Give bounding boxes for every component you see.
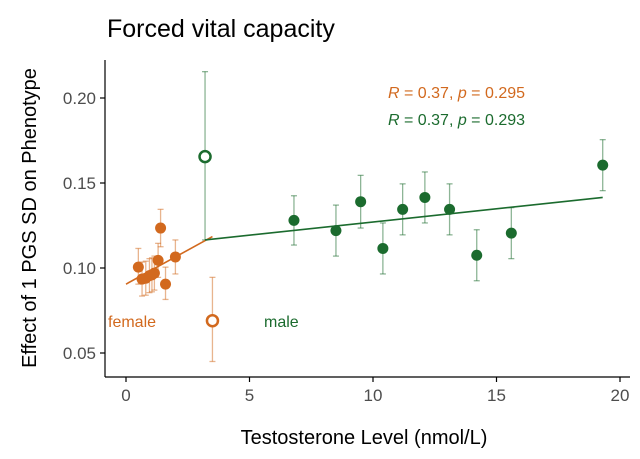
male-p-symbol: p: [457, 112, 467, 129]
female-data-point: [155, 222, 167, 234]
y-tick-label: 0.10: [63, 259, 96, 278]
male-data-point: [330, 225, 342, 237]
male-data-point: [397, 203, 409, 215]
male-data-point: [288, 214, 300, 226]
female-correlation-text: R = 0.37, p = 0.295: [388, 85, 525, 102]
male-data-point: [419, 191, 431, 203]
female-data-point: [132, 261, 144, 273]
x-axis-ticks: 0 5 10 15 20: [121, 377, 629, 405]
data-points: [132, 149, 609, 328]
male-data-point: [505, 227, 517, 239]
female-r-symbol: R: [388, 85, 400, 102]
y-tick-label: 0.20: [63, 89, 96, 108]
plot-area: [125, 71, 609, 363]
female-p-value: = 0.295: [467, 85, 525, 102]
male-data-point: [377, 242, 389, 254]
female-r-value: = 0.37,: [400, 85, 458, 102]
female-data-point: [169, 251, 181, 263]
female-data-point: [160, 278, 172, 290]
male-group-label: male: [264, 314, 299, 331]
x-tick-label: 10: [364, 386, 383, 405]
x-tick-label: 15: [487, 386, 506, 405]
male-p-value: = 0.293: [467, 112, 525, 129]
male-r-symbol: R: [388, 112, 400, 129]
female-data-point: [152, 254, 164, 266]
chart-title: Forced vital capacity: [107, 15, 335, 43]
male-fit-line: [204, 196, 603, 241]
female-data-point: [148, 267, 160, 279]
male-data-point: [597, 159, 609, 171]
x-tick-label: 20: [611, 386, 630, 405]
y-tick-label: 0.15: [63, 174, 96, 193]
x-tick-label: 5: [245, 386, 254, 405]
male-r-value: = 0.37,: [400, 112, 458, 129]
male-data-point: [471, 249, 483, 261]
y-tick-label: 0.05: [63, 344, 96, 363]
male-outlier-point: [198, 149, 212, 164]
y-axis-title: Effect of 1 PGS SD on Phenotype: [19, 68, 41, 368]
female-outlier-point: [205, 313, 220, 328]
male-data-point: [355, 196, 367, 208]
y-axis-ticks: 0.05 0.10 0.15 0.20: [63, 89, 105, 363]
x-axis-title: Testosterone Level (nmol/L): [241, 427, 488, 449]
error-bars: [135, 71, 606, 363]
fit-lines: [125, 196, 603, 285]
male-data-point: [444, 203, 456, 215]
female-group-label: female: [108, 314, 156, 331]
female-p-symbol: p: [457, 85, 467, 102]
male-correlation-text: R = 0.37, p = 0.293: [388, 112, 525, 129]
x-tick-label: 0: [121, 386, 130, 405]
